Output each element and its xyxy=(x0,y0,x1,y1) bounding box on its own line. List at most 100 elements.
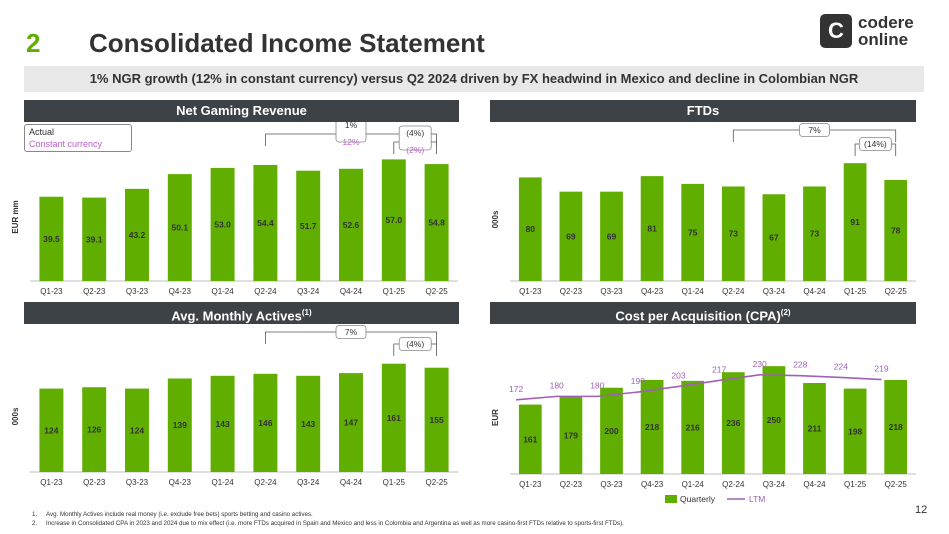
bar xyxy=(339,373,363,472)
x-tick-label: Q4-24 xyxy=(340,478,363,487)
x-tick-label: Q3-24 xyxy=(763,480,786,489)
growth-callout-box xyxy=(398,125,432,151)
page-number: 12 xyxy=(915,504,928,516)
x-tick-label: Q4-24 xyxy=(803,480,826,489)
bar xyxy=(681,183,705,281)
x-tick-label: Q1-24 xyxy=(682,480,705,489)
bar-value-label: 218 xyxy=(645,422,659,432)
bar-value-label: 69 xyxy=(607,231,617,241)
growth-callout-box xyxy=(799,123,830,137)
ftd-panel-header: FTDs xyxy=(490,100,916,122)
bar-value-label: 216 xyxy=(686,422,700,432)
logo-text-line1: codere xyxy=(858,13,914,32)
x-tick-label: Q2-25 xyxy=(885,287,908,296)
x-tick-label: Q1-24 xyxy=(682,287,705,296)
bar xyxy=(253,164,278,281)
cpa-chart: EUR 161 179 200 218 216 236 250 211 198 218 Q1-23 Q2… xyxy=(491,359,916,504)
footnote-2: 2. Increase in Consolidated CPA in 2023 a… xyxy=(32,520,624,527)
ftd-chart: 000s 80 69 69 81 75 73 67 73 91 78 Q1-23 Q2-23 Q3-23 Q… xyxy=(491,123,916,296)
bar xyxy=(843,163,867,281)
bar-value-label: 161 xyxy=(387,413,401,423)
bar-value-label: 52.6 xyxy=(343,220,360,230)
legend-actual: Actual xyxy=(29,127,55,137)
bar xyxy=(167,174,192,281)
section-number: 2 xyxy=(26,28,41,58)
bar-value-label: 139 xyxy=(173,420,187,430)
growth-callout-box xyxy=(398,337,432,351)
bar xyxy=(339,168,363,281)
bar xyxy=(559,396,583,474)
growth-callout-box xyxy=(335,325,367,339)
ftd-title: FTDs xyxy=(686,103,720,118)
bar-value-label: 146 xyxy=(258,418,272,428)
bar xyxy=(600,387,623,474)
x-tick-label: Q4-23 xyxy=(169,287,192,296)
legend-constant-currency: Constant currency xyxy=(29,139,103,149)
bar xyxy=(559,191,583,281)
x-tick-label: Q2-25 xyxy=(885,480,908,489)
bar xyxy=(843,388,867,474)
cpa-title: Cost per Acquisition (CPA) xyxy=(615,308,781,324)
x-tick-label: Q3-23 xyxy=(126,478,149,487)
bar-value-label: 218 xyxy=(889,422,903,432)
x-tick-label: Q1-24 xyxy=(211,287,234,296)
ltm-value-label: 190 xyxy=(631,376,645,386)
bar-value-label: 53.0 xyxy=(214,219,231,229)
bar-value-label: 73 xyxy=(729,229,739,239)
bar xyxy=(884,180,908,281)
x-tick-label: Q1-25 xyxy=(383,287,406,296)
bar xyxy=(640,379,664,474)
ltm-value-label: 180 xyxy=(590,380,604,390)
bar xyxy=(125,388,149,472)
x-tick-label: Q3-23 xyxy=(600,480,623,489)
x-tick-label: Q1-25 xyxy=(844,287,867,296)
bar-value-label: 143 xyxy=(216,419,230,429)
ltm-value-label: 219 xyxy=(874,364,888,374)
x-tick-label: Q4-24 xyxy=(340,287,363,296)
codere-logo: C codere online xyxy=(820,13,920,52)
bar-value-label: 236 xyxy=(726,418,740,428)
bar xyxy=(518,177,542,281)
x-tick-label: Q1-23 xyxy=(519,287,542,296)
bar-value-label: 57.0 xyxy=(386,215,403,225)
bar-value-label: 54.4 xyxy=(257,218,274,228)
x-tick-label: Q1-23 xyxy=(40,478,63,487)
bar xyxy=(600,191,623,281)
ngr-legend-box: Actual Constant currency xyxy=(24,124,132,152)
growth-callout-box xyxy=(335,122,367,143)
bar-value-label: 143 xyxy=(301,419,315,429)
x-tick-label: Q3-24 xyxy=(763,287,786,296)
bar-value-label: 155 xyxy=(430,415,444,425)
bar xyxy=(681,380,705,474)
page-title: Consolidated Income Statement xyxy=(89,28,485,58)
ltm-value-label: 224 xyxy=(834,361,848,371)
growth-callout-box xyxy=(858,137,892,151)
x-tick-label: Q2-23 xyxy=(560,287,583,296)
x-tick-label: Q4-23 xyxy=(641,287,664,296)
growth-callout-actual: 7% xyxy=(808,125,821,135)
bar-value-label: 200 xyxy=(604,426,618,436)
x-tick-label: Q2-24 xyxy=(722,480,745,489)
ama-panel-header: Avg. Monthly Actives(1) xyxy=(24,302,459,324)
bar-value-label: 91 xyxy=(850,217,860,227)
bar xyxy=(803,382,826,474)
footnotes: 1. Avg. Monthly Actives include real mone… xyxy=(32,510,624,528)
bar xyxy=(762,366,786,474)
x-tick-label: Q3-24 xyxy=(297,287,320,296)
bar-value-label: 39.5 xyxy=(43,234,60,244)
bar-value-label: 179 xyxy=(564,430,578,440)
bar-value-label: 67 xyxy=(769,233,779,243)
bar xyxy=(253,373,278,472)
x-tick-label: Q1-25 xyxy=(383,478,406,487)
ltm-value-label: 230 xyxy=(753,359,767,369)
bar-value-label: 81 xyxy=(647,224,657,234)
bar xyxy=(210,375,235,472)
ltm-value-label: 228 xyxy=(793,360,807,370)
bar xyxy=(721,186,745,281)
legend-quarterly-swatch xyxy=(665,495,677,503)
ltm-value-label: 172 xyxy=(509,384,523,394)
bar xyxy=(381,159,406,281)
cpa-title-footnote: (2) xyxy=(780,308,791,317)
bar-value-label: 211 xyxy=(808,423,822,433)
x-tick-label: Q2-24 xyxy=(254,478,277,487)
